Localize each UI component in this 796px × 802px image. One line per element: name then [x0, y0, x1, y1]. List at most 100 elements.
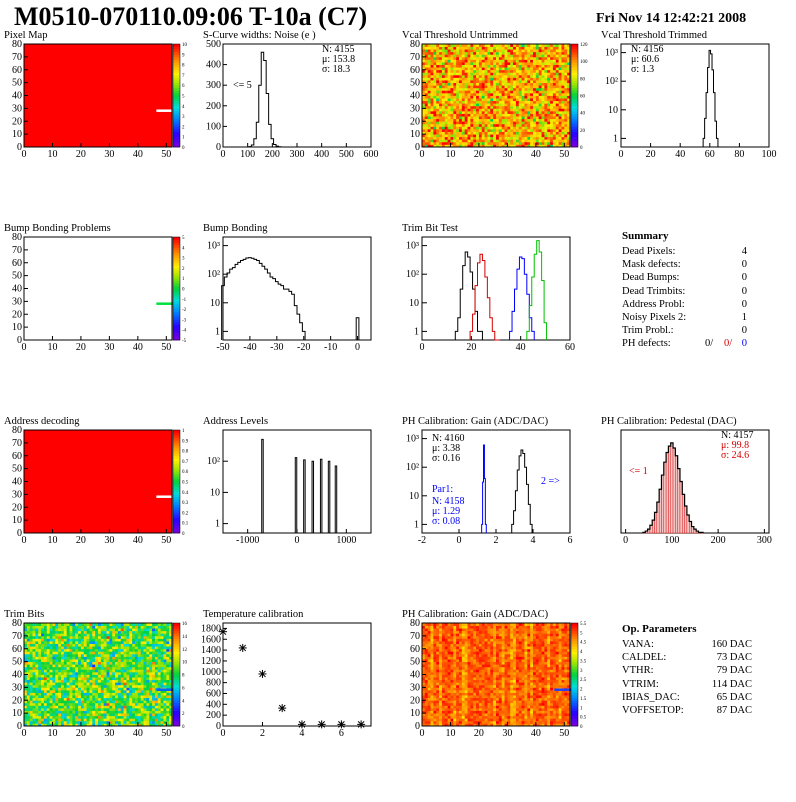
heatmap-cell: [465, 90, 468, 93]
heatmap-cell: [61, 638, 64, 641]
heatmap-cell: [493, 132, 496, 135]
colorbar-cell: [571, 62, 578, 65]
heatmap-cell: [550, 137, 553, 140]
heatmap-cell: [61, 633, 64, 636]
heatmap-cell: [439, 67, 442, 70]
heatmap-cell: [553, 80, 556, 83]
heatmap-cell: [35, 649, 38, 652]
colorbar-label: 0: [182, 532, 185, 537]
heatmap-cell: [493, 103, 496, 106]
heatmap-cell: [107, 711, 110, 714]
heatmap-cell: [44, 646, 47, 649]
heatmap-cell: [27, 656, 30, 659]
heatmap-cell: [95, 698, 98, 701]
heatmap-cell: [27, 705, 30, 708]
heatmap-cell: [163, 662, 166, 665]
heatmap-cell: [81, 695, 84, 698]
heatmap-cell: [516, 134, 519, 137]
heatmap-cell: [50, 654, 53, 657]
heatmap-cell: [95, 654, 98, 657]
heatmap-cell: [496, 65, 499, 68]
heatmap-cell: [465, 65, 468, 68]
heatmap-cell: [453, 85, 456, 88]
colorbar-cell: [571, 101, 578, 104]
heatmap-cell: [513, 80, 516, 83]
colorbar-cell: [173, 317, 180, 320]
heatmap-cell: [522, 114, 525, 117]
heatmap-cell: [52, 651, 55, 654]
heatmap-cell: [482, 121, 485, 124]
heatmap-cell: [158, 633, 161, 636]
heatmap-cell: [431, 49, 434, 52]
heatmap-cell: [129, 721, 132, 724]
heatmap-cells: [24, 44, 172, 147]
heatmap-cell: [468, 142, 471, 145]
heatmap-cell: [47, 711, 50, 714]
heatmap-cell: [536, 65, 539, 68]
heatmap-cell: [527, 77, 530, 80]
heatmap-cell: [542, 139, 545, 142]
heatmap-cell: [44, 703, 47, 706]
heatmap-cell: [30, 693, 33, 696]
heatmap-cell: [78, 628, 81, 631]
heatmap-cell: [152, 721, 155, 724]
heatmap-cell: [431, 101, 434, 104]
heatmap-cell: [92, 638, 95, 641]
heatmap-cell: [121, 633, 124, 636]
heatmap-cell: [516, 108, 519, 111]
heatmap-cell: [158, 638, 161, 641]
heatmap-cell: [38, 626, 41, 629]
heatmap-cell: [61, 659, 64, 662]
heatmap-cell: [485, 80, 488, 83]
heatmap-cell: [61, 682, 64, 685]
heatmap-cell: [442, 57, 445, 60]
heatmap-cell: [544, 108, 547, 111]
colorbar-cell: [571, 47, 578, 50]
heatmap-cell: [75, 636, 78, 639]
heatmap-cell: [445, 62, 448, 65]
heatmap-cell: [544, 52, 547, 55]
heatmap-cell: [479, 139, 482, 142]
heatmap-cell: [459, 77, 462, 80]
heatmap-cell: [89, 672, 92, 675]
heatmap-cell: [470, 80, 473, 83]
colorbar-cell: [173, 327, 180, 330]
heatmap-cell: [115, 654, 118, 657]
heatmap-cell: [453, 72, 456, 75]
heatmap-cell: [505, 70, 508, 73]
heatmap-cell: [129, 713, 132, 716]
heatmap-cell: [161, 669, 164, 672]
heatmap-cell: [44, 633, 47, 636]
heatmap-cell: [564, 88, 567, 91]
heatmap-cell: [163, 654, 166, 657]
heatmap-cell: [536, 47, 539, 50]
heatmap-cell: [135, 626, 138, 629]
heatmap-cell: [553, 72, 556, 75]
heatmap-cell: [459, 119, 462, 122]
heatmap-cell: [527, 121, 530, 124]
heatmap-cell: [428, 134, 431, 137]
heatmap-cell: [530, 65, 533, 68]
heatmap-cell: [448, 83, 451, 86]
heatmap-cell: [527, 108, 530, 111]
heatmap-cell: [490, 75, 493, 78]
heatmap-cell: [166, 713, 169, 716]
heatmap-cell: [487, 90, 490, 93]
heatmap-cell: [468, 132, 471, 135]
heatmap-cell: [550, 75, 553, 78]
heatmap-cell: [476, 134, 479, 137]
heatmap-cell: [58, 654, 61, 657]
heatmap-cell: [476, 126, 479, 129]
heatmap-cell: [152, 664, 155, 667]
heatmap-cell: [536, 98, 539, 101]
heatmap-cell: [505, 72, 508, 75]
heatmap-cell: [536, 88, 539, 91]
heatmap-cell: [35, 698, 38, 701]
heatmap-cell: [126, 659, 129, 662]
heatmap-cell: [126, 646, 129, 649]
heatmap-cell: [496, 106, 499, 109]
y-tick-label: 60: [410, 65, 420, 76]
heatmap-cell: [459, 83, 462, 86]
heatmap-cell: [50, 690, 53, 693]
heatmap-cell: [75, 675, 78, 678]
